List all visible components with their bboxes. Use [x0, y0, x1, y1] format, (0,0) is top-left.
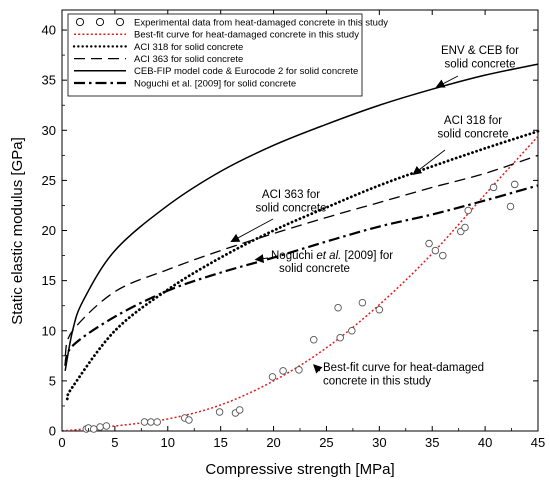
annotation-text-part: Noguchi — [271, 250, 316, 262]
data-point — [268, 373, 277, 381]
aci-318-curve — [65, 129, 540, 401]
x-tick-label: 45 — [531, 435, 545, 450]
annotation-text: Best-fit curve for heat-damaged — [323, 362, 484, 374]
x-tick-label: 15 — [213, 435, 227, 450]
annotation-text: concrete in this study — [323, 376, 431, 388]
x-tick-label: 30 — [372, 435, 386, 450]
noguchi-curve — [64, 184, 539, 367]
annotation-text: solid concrete — [445, 59, 516, 71]
x-tick-label: 10 — [161, 435, 175, 450]
y-tick-label: 40 — [42, 23, 56, 38]
annotation-arrow — [412, 149, 446, 175]
data-point — [348, 327, 356, 335]
y-tick-label: 0 — [49, 424, 56, 439]
data-point — [310, 336, 318, 344]
y-tick-label: 25 — [42, 173, 56, 188]
data-point — [425, 239, 433, 248]
data-point — [506, 202, 515, 211]
legend-label: ACI 318 for solid concrete — [134, 42, 243, 53]
ceb-fip-curve — [64, 63, 539, 371]
annotation-text-part: [2009] for — [341, 250, 393, 262]
data-point — [375, 305, 384, 314]
annotation-arrow — [435, 75, 459, 88]
x-tick-label: 35 — [425, 435, 439, 450]
data-point — [96, 423, 104, 431]
annotation-text: Noguchi et al. [2009] for — [271, 250, 393, 262]
annotation-arrow — [254, 254, 269, 264]
data-point — [279, 367, 287, 375]
annotations: ENV & CEB for solid concrete ACI 318 for so… — [230, 45, 519, 388]
legend-label: CEB-FIP model code & Eurocode 2 for soli… — [134, 66, 358, 77]
x-tick-label: 20 — [266, 435, 280, 450]
data-point — [235, 406, 244, 414]
legend-marker — [115, 17, 125, 27]
data-point — [89, 425, 98, 433]
y-tick-label: 10 — [42, 323, 56, 338]
data-point — [334, 303, 342, 312]
y-tick-label: 35 — [42, 73, 56, 88]
data-point — [140, 418, 149, 426]
legend: Experimental data from heat-damaged conc… — [67, 13, 388, 97]
legend-marker — [95, 17, 105, 27]
legend-label: Noguchi et al. [2009] for solid concrete — [134, 78, 296, 89]
y-axis-label: Static elastic modulus [GPa] — [9, 137, 26, 325]
x-tick-label: 25 — [319, 435, 333, 450]
annotation-text: solid concrete — [279, 263, 350, 275]
data-point — [185, 416, 193, 424]
data-point — [439, 251, 447, 260]
annotation-text: ACI 363 for — [262, 189, 320, 201]
x-tick-label: 5 — [111, 435, 118, 450]
annotation-arrow — [230, 218, 274, 243]
data-point — [295, 366, 303, 374]
data-point — [147, 418, 155, 426]
data-point — [102, 422, 111, 430]
legend-label: Experimental data from heat-damaged conc… — [134, 17, 388, 28]
annotation-arrow — [313, 364, 323, 374]
y-tick-label: 30 — [42, 123, 56, 138]
legend-label: ACI 363 for solid concrete — [134, 54, 243, 65]
best-fit-curve — [61, 135, 539, 432]
aci-363-curve — [64, 154, 539, 357]
data-point — [431, 246, 440, 255]
data-point — [461, 223, 469, 232]
data-point — [510, 180, 519, 189]
x-tick-label: 0 — [58, 435, 65, 450]
y-tick-label: 5 — [49, 373, 56, 388]
x-tick-label: 40 — [478, 435, 492, 450]
annotation-text-part: et al. — [316, 250, 341, 262]
data-point — [336, 334, 344, 342]
data-point — [464, 206, 472, 215]
data-point — [489, 183, 498, 192]
annotation-text: solid concrete — [438, 129, 509, 141]
data-point — [153, 418, 161, 426]
annotation-text: solid concrete — [256, 203, 327, 215]
annotation-text: ENV & CEB for — [441, 45, 519, 57]
axis-ticks: 0 5 10 15 20 25 30 35 40 45 0 5 10 15 20 25 30 35 40 — [42, 10, 545, 450]
data-point — [358, 298, 367, 307]
legend-label: Best-fit curve for heat-damaged concrete… — [134, 30, 359, 41]
annotation-text: ACI 318 for — [444, 115, 502, 127]
y-tick-label: 15 — [42, 273, 56, 288]
legend-marker — [75, 17, 85, 27]
y-tick-label: 20 — [42, 223, 56, 238]
data-point — [215, 408, 224, 416]
x-axis-label: Compressive strength [MPa] — [205, 461, 394, 478]
